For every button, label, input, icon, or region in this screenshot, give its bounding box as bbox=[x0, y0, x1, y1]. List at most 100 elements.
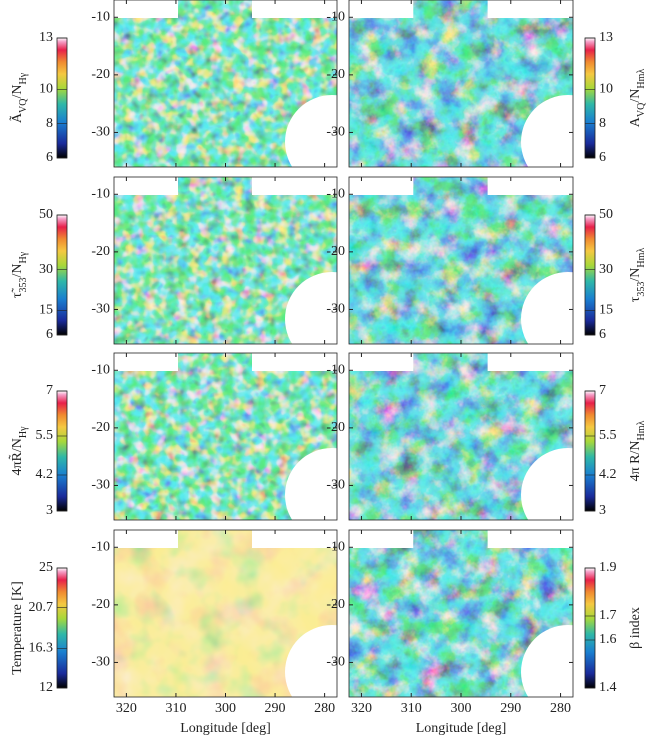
colorbar bbox=[56, 37, 68, 159]
colorbar-tick-label: 10 bbox=[599, 82, 613, 97]
colorbar-label-part: 353 bbox=[18, 278, 29, 293]
mask-notch bbox=[349, 0, 414, 18]
panel: -10 -20 -30 3 4.2 5.5 7 4π R/NHmλ bbox=[326, 352, 647, 521]
panel: -10 -20 -30 320 310 300 290 280 Longitude [deg] 1… bbox=[326, 529, 643, 736]
y-tick-label: -20 bbox=[326, 420, 345, 435]
colorbar-tick-label: 5.5 bbox=[36, 428, 54, 443]
colorbar-label-part: /N bbox=[628, 268, 643, 282]
colorbar-label: AVQ/NHmλ bbox=[628, 69, 647, 128]
colorbar-tick-label: 10 bbox=[39, 82, 53, 97]
panel: -10 -20 -30 320 310 300 290 280 Longitude [deg] 1… bbox=[10, 529, 338, 736]
panel: -10 -20 -30 6 15 30 50 τ̃353/NHγ bbox=[10, 176, 338, 345]
colorbar-tick-label: 6 bbox=[599, 327, 606, 342]
colorbar-label-part: τ bbox=[628, 296, 643, 302]
mask-circle bbox=[521, 95, 573, 167]
colorbar-label: β index bbox=[628, 607, 643, 649]
panel: -10 -20 -30 3 4.2 5.5 7 4πR̃/NHγ bbox=[8, 352, 338, 521]
x-tick-label: 290 bbox=[265, 701, 286, 716]
y-tick-label: -20 bbox=[326, 244, 345, 259]
colorbar-label-part: /N bbox=[10, 85, 25, 99]
colorbar-tick-label: 1.6 bbox=[599, 632, 617, 647]
x-tick-label: 300 bbox=[215, 701, 236, 716]
mask-circle bbox=[285, 272, 337, 344]
colorbar-label-part: A bbox=[628, 116, 643, 127]
y-tick-label: -30 bbox=[91, 302, 110, 317]
mask-notch bbox=[114, 0, 178, 18]
panel: -10 -20 -30 6 8 10 13 AVQ/NHmλ bbox=[326, 0, 647, 168]
y-tick-label: -20 bbox=[91, 244, 110, 259]
colorbar-label-part: τ̃ bbox=[10, 288, 25, 299]
colorbar-tick-label: 1.7 bbox=[599, 608, 617, 623]
mask-circle bbox=[285, 625, 337, 697]
y-tick-label: -10 bbox=[326, 186, 345, 201]
colorbar-label-part: VQ bbox=[18, 98, 29, 113]
panel: -10 -20 -30 6 15 30 50 τ353/NHmλ bbox=[326, 176, 647, 345]
colorbar-label-part: Hγ bbox=[18, 251, 29, 263]
y-tick-label: -10 bbox=[91, 186, 110, 201]
colorbar-tick-label: 12 bbox=[39, 680, 53, 695]
colorbar-label-part: VQ bbox=[636, 102, 647, 117]
colorbar-label: τ̃353/NHγ bbox=[10, 251, 29, 298]
colorbar-tick-label: 6 bbox=[599, 150, 606, 165]
x-tick-label: 290 bbox=[500, 701, 521, 716]
colorbar-label: 4πR̃/NHγ bbox=[8, 426, 28, 476]
panels: -10-20-30681013ÃVQ/NHγ-10-20-30681013AVQ… bbox=[8, 0, 647, 736]
mask-notch bbox=[487, 530, 574, 548]
mask-notch bbox=[349, 353, 414, 371]
colorbar-label-part: Hmλ bbox=[636, 248, 647, 268]
y-tick-label: -30 bbox=[91, 478, 110, 493]
y-tick-label: -10 bbox=[91, 9, 110, 24]
colorbar-tick-label: 7 bbox=[599, 383, 606, 398]
y-tick-label: -20 bbox=[91, 420, 110, 435]
colorbar-tick-label: 4.2 bbox=[599, 467, 617, 482]
y-tick-label: -20 bbox=[326, 67, 345, 82]
colorbar-tick-label: 3 bbox=[599, 503, 606, 518]
colorbar-tick-label: 6 bbox=[46, 150, 53, 165]
colorbar-label-part: Ã bbox=[9, 112, 25, 123]
colorbar-tick-label: 25 bbox=[39, 560, 53, 575]
mask-notch bbox=[349, 530, 414, 548]
mask-circle bbox=[285, 95, 337, 167]
y-tick-label: -30 bbox=[326, 478, 345, 493]
y-tick-label: -20 bbox=[91, 67, 110, 82]
y-tick-label: -10 bbox=[326, 9, 345, 24]
panel: -10 -20 -30 6 8 10 13 ÃVQ/NHγ bbox=[9, 0, 338, 168]
colorbar-label-part: Hmλ bbox=[636, 420, 647, 440]
y-tick-label: -10 bbox=[91, 539, 110, 554]
x-tick-label: 280 bbox=[550, 701, 571, 716]
colorbar-tick-label: 4.2 bbox=[36, 467, 54, 482]
colorbar-label: Temperature [K] bbox=[10, 581, 25, 674]
x-tick-label: 320 bbox=[116, 701, 137, 716]
y-tick-label: -10 bbox=[326, 539, 345, 554]
y-tick-label: -30 bbox=[326, 302, 345, 317]
colorbar-tick-label: 50 bbox=[599, 207, 613, 222]
colorbar-tick-label: 13 bbox=[599, 30, 613, 45]
colorbar-label-part: 353 bbox=[636, 282, 647, 297]
mask-notch bbox=[114, 177, 178, 195]
mask-notch bbox=[487, 0, 574, 18]
colorbar-tick-label: 20.7 bbox=[29, 600, 54, 615]
y-tick-label: -30 bbox=[326, 655, 345, 670]
y-tick-label: -30 bbox=[326, 125, 345, 140]
colorbar bbox=[584, 567, 596, 689]
colorbar-label-part: Temperature [K] bbox=[10, 581, 25, 674]
colorbar-tick-label: 30 bbox=[39, 262, 53, 277]
colorbar-tick-label: 15 bbox=[599, 303, 613, 318]
y-tick-label: -30 bbox=[91, 655, 110, 670]
colorbar-label-part: /N bbox=[628, 89, 643, 103]
y-tick-label: -30 bbox=[91, 125, 110, 140]
colorbar-tick-label: 30 bbox=[599, 262, 613, 277]
colorbar-tick-label: 6 bbox=[46, 327, 53, 342]
colorbar-label-part: β index bbox=[628, 607, 643, 649]
x-tick-label: 320 bbox=[351, 701, 372, 716]
colorbar-tick-label: 50 bbox=[39, 207, 53, 222]
y-tick-label: -10 bbox=[326, 362, 345, 377]
colorbar-tick-label: 7 bbox=[46, 383, 53, 398]
mask-notch bbox=[252, 353, 338, 371]
colorbar-tick-label: 3 bbox=[46, 503, 53, 518]
mask-notch bbox=[487, 353, 574, 371]
x-tick-label: 310 bbox=[165, 701, 186, 716]
mask-notch bbox=[114, 353, 178, 371]
x-axis-label: Longitude [deg] bbox=[416, 721, 507, 736]
colorbar-label-part: Hmλ bbox=[636, 69, 647, 89]
